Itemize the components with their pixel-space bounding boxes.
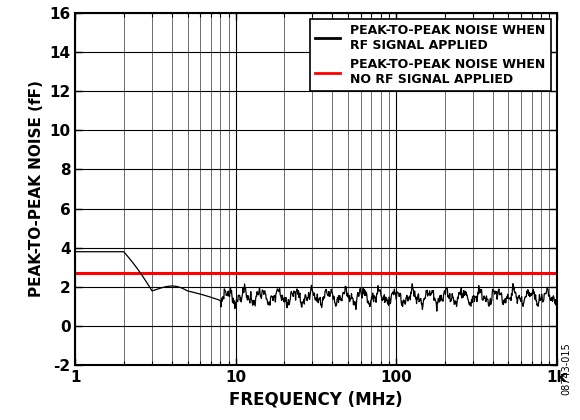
X-axis label: FREQUENCY (MHz): FREQUENCY (MHz): [229, 391, 403, 409]
Y-axis label: PEAK-TO-PEAK NOISE (fF): PEAK-TO-PEAK NOISE (fF): [29, 81, 44, 297]
Legend: PEAK-TO-PEAK NOISE WHEN
RF SIGNAL APPLIED, PEAK-TO-PEAK NOISE WHEN
NO RF SIGNAL : PEAK-TO-PEAK NOISE WHEN RF SIGNAL APPLIE…: [310, 19, 550, 91]
Text: 08743-015: 08743-015: [561, 342, 571, 395]
